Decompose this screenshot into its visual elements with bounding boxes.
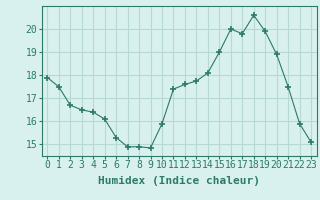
X-axis label: Humidex (Indice chaleur): Humidex (Indice chaleur) [98,176,260,186]
